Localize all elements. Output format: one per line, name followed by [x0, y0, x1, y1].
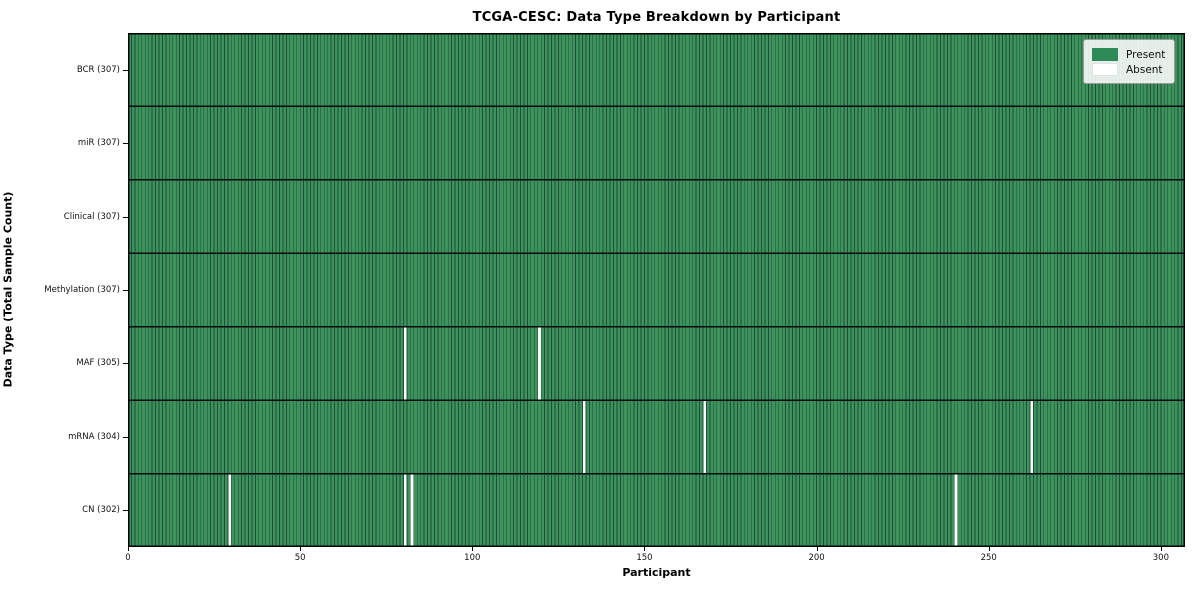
xtick-mark	[1160, 547, 1162, 551]
ytick-mark	[123, 363, 128, 365]
xtick-label-250: 250	[980, 553, 997, 563]
xtick-label-0: 0	[125, 553, 131, 563]
ytick-label-maf: MAF (305)	[76, 358, 120, 369]
plot-area	[128, 33, 1185, 547]
legend-label-present: Present	[1126, 48, 1166, 61]
x-axis-label: Participant	[622, 566, 691, 579]
ytick-mark	[123, 436, 128, 438]
absent-swatch	[1092, 63, 1118, 76]
ytick-label-clinical: Clinical (307)	[63, 211, 120, 222]
xtick-label-200: 200	[808, 553, 825, 563]
xtick-label-150: 150	[636, 553, 653, 563]
ytick-label-mir: miR (307)	[77, 138, 120, 149]
xtick-mark	[472, 547, 474, 551]
ytick-label-bcr: BCR (307)	[76, 64, 120, 75]
ytick-mark	[123, 290, 128, 291]
xtick-mark	[988, 547, 990, 551]
xtick-mark	[816, 547, 818, 551]
xtick-mark	[128, 547, 129, 551]
xtick-mark	[300, 547, 302, 551]
ytick-mark	[123, 69, 128, 71]
ytick-label-methylation: Methylation (307)	[44, 285, 120, 295]
ytick-label-mrna: mRNA (304)	[68, 431, 120, 442]
xtick-label-300: 300	[1152, 553, 1169, 563]
xtick-label-100: 100	[464, 553, 481, 563]
legend-label-absent: Absent	[1126, 63, 1163, 76]
ytick-mark	[123, 510, 128, 512]
xtick-label-50: 50	[294, 553, 306, 563]
heatmap-svg	[128, 33, 1185, 547]
legend: Present Absent	[1083, 39, 1175, 84]
ytick-mark	[123, 143, 128, 145]
legend-item-absent: Absent	[1092, 63, 1166, 76]
ytick-label-cn: CN (302)	[82, 505, 120, 516]
chart-title: TCGA-CESC: Data Type Breakdown by Partic…	[472, 10, 841, 25]
present-swatch	[1092, 48, 1118, 61]
xtick-mark	[644, 547, 646, 551]
legend-item-present: Present	[1092, 48, 1166, 61]
ytick-mark	[123, 216, 128, 218]
